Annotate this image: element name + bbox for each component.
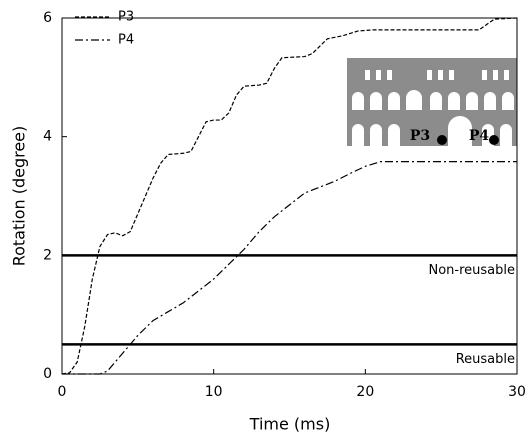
- inset-label: P3: [410, 128, 430, 144]
- reference-label: Non-reusable: [428, 263, 515, 278]
- inset-point: [437, 135, 447, 145]
- x-tick-label: 0: [58, 384, 67, 400]
- plot-frame: [61, 17, 518, 375]
- x-tick-label: 20: [356, 384, 374, 400]
- legend-label: P4: [118, 33, 134, 48]
- legend-label: P3: [118, 10, 134, 25]
- y-tick-label: 4: [43, 129, 52, 145]
- y-tick-label: 0: [43, 366, 52, 382]
- y-tick-label: 2: [43, 247, 52, 263]
- inset-point: [489, 135, 499, 145]
- y-tick-label: 6: [43, 10, 52, 26]
- reference-label: Reusable: [456, 352, 515, 367]
- y-axis-title: Rotation (degree): [10, 126, 29, 267]
- x-tick-label: 30: [508, 384, 526, 400]
- series-line: [61, 17, 518, 375]
- inset-image: P3 P4: [347, 58, 517, 146]
- inset-openings: [352, 70, 514, 146]
- series-line: [62, 160, 517, 375]
- inset-label: P4: [469, 128, 490, 144]
- x-tick-label: 10: [205, 384, 223, 400]
- x-axis-title: Time (ms): [249, 415, 331, 434]
